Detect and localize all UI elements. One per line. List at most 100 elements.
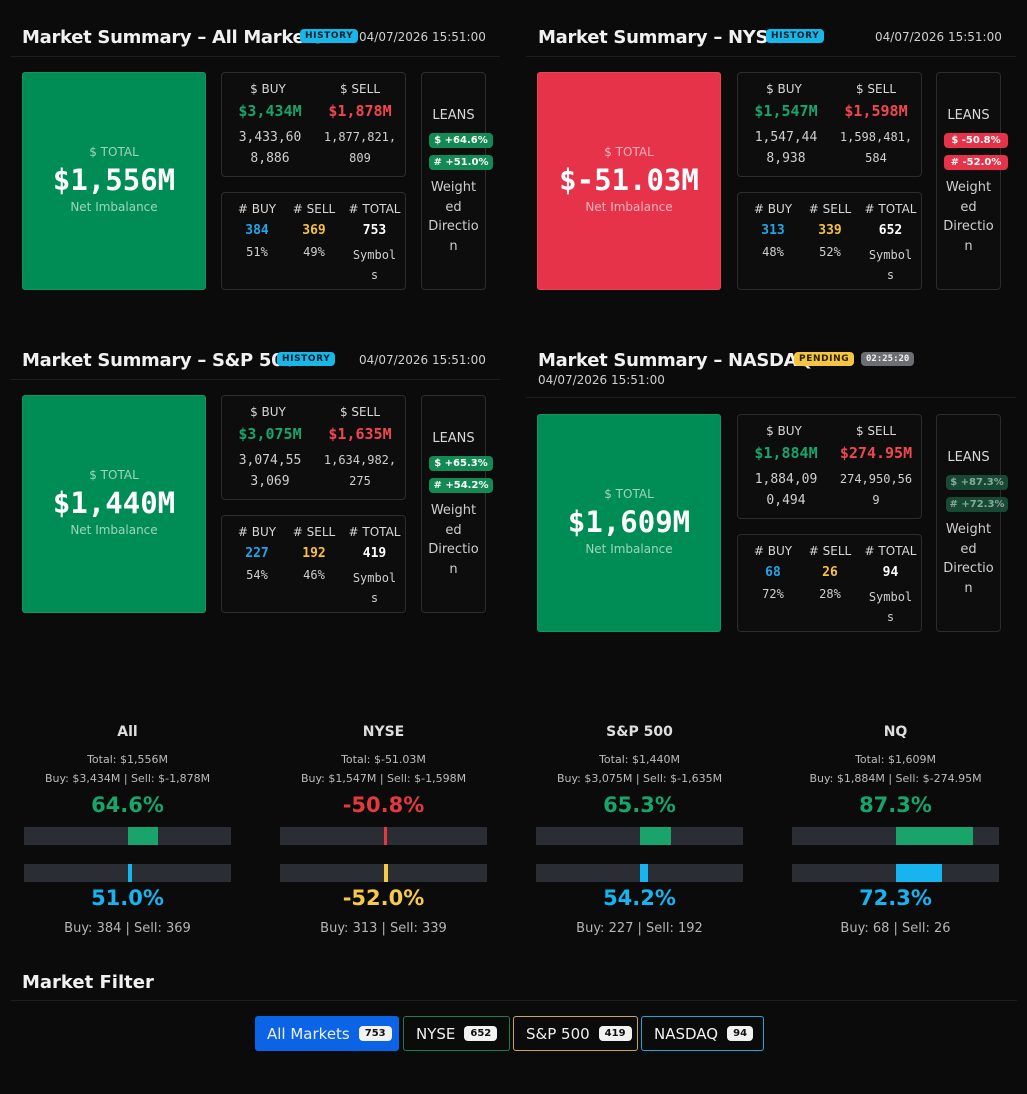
total-label: $ TOTAL xyxy=(89,468,139,482)
pending-badge: PENDING xyxy=(794,352,855,366)
dollar-sell-value: $1,598M xyxy=(844,102,908,120)
count-total-value: 753 xyxy=(362,223,387,238)
dollar-buy-value: $3,075M xyxy=(238,425,302,443)
count-lean-fill xyxy=(895,864,942,882)
history-badge[interactable]: HISTORY xyxy=(766,29,825,43)
filter-button-label: NASDAQ xyxy=(654,1024,719,1043)
dollar-lean-pct: -50.8% xyxy=(342,793,425,817)
panel-header: Market Summary – NYSE HISTORY 04/07/2026… xyxy=(526,17,1016,57)
count-lean-pct: 54.2% xyxy=(603,886,676,910)
count-sell-label: # SELL xyxy=(808,202,852,216)
summary-total: Total: $1,556M xyxy=(87,753,168,766)
net-total-card: $ TOTAL $-51.03M Net Imbalance xyxy=(537,72,721,290)
count-total-label: # TOTAL xyxy=(864,202,917,216)
net-total-card: $ TOTAL $1,556M Net Imbalance xyxy=(22,72,206,290)
count-lean-fill xyxy=(383,864,388,882)
count-sell-pct: 52% xyxy=(819,245,841,259)
history-badge[interactable]: HISTORY xyxy=(277,352,336,366)
weighted-direction-label: Weight ed Directio n xyxy=(943,180,994,254)
dollar-buy-full: 1,884,09 0,494 xyxy=(754,472,818,508)
weighted-direction-label: Weight ed Directio n xyxy=(943,522,994,596)
count-sell-value: 369 xyxy=(302,223,326,238)
count-buy-label: # BUY xyxy=(237,202,277,216)
filter-sp500-button[interactable]: S&P 500 419 xyxy=(513,1016,638,1051)
total-label: $ TOTAL xyxy=(604,145,654,159)
countdown-timer: 02:25:20 xyxy=(861,352,915,366)
dollar-sell-full: 274,950,56 9 xyxy=(839,472,913,507)
dollar-sell-label: $ SELL xyxy=(855,82,897,96)
count-sell-pct: 28% xyxy=(819,587,841,601)
count-buy-pct: 54% xyxy=(246,568,268,582)
count-card: # BUY # SELL # TOTAL 68 26 94 72% 28% Sy… xyxy=(737,534,922,632)
dollar-buy-full: 3,074,55 3,069 xyxy=(238,453,302,489)
total-value: $-51.03M xyxy=(559,163,699,197)
summary-buy-sell: Buy: $3,075M | Sell: $-1,635M xyxy=(556,772,723,785)
count-sell-label: # SELL xyxy=(292,525,336,539)
summary-title: S&P 500 xyxy=(606,724,673,740)
leans-card: LEANS $ +65.3% # +54.2% Weight ed Directio… xyxy=(421,395,493,613)
dollar-lean-fill xyxy=(127,827,158,845)
filter-nasdaq-button[interactable]: NASDAQ 94 xyxy=(641,1016,764,1051)
filter-button-label: NYSE xyxy=(416,1024,456,1043)
dollar-sell-label: $ SELL xyxy=(339,82,381,96)
dollar-buy-label: $ BUY xyxy=(766,82,802,96)
panel-all-markets: Market Summary – All Markets HISTORY 04/… xyxy=(10,17,500,292)
count-lean-pct: 72.3% xyxy=(859,886,932,910)
summary-total: Total: $1,609M xyxy=(855,753,936,766)
summary-buy-sell-counts: Buy: 227 | Sell: 192 xyxy=(576,921,703,936)
divider xyxy=(10,1000,1017,1001)
count-sell-value: 339 xyxy=(818,223,842,238)
dollar-lean-pct: 64.6% xyxy=(91,793,164,817)
total-value: $1,609M xyxy=(567,505,691,539)
panel-title: Market Summary – S&P 500 xyxy=(22,350,296,371)
net-imbalance-label: Net Imbalance xyxy=(70,200,158,214)
dollar-sell-value: $1,878M xyxy=(328,102,392,120)
count-total-value: 419 xyxy=(362,546,387,561)
filter-nyse-button[interactable]: NYSE 652 xyxy=(403,1016,510,1051)
dollar-sell-full: 1,634,982, 275 xyxy=(323,453,397,488)
summary-buy-sell: Buy: $1,547M | Sell: $-1,598M xyxy=(300,772,467,785)
summary-buy-sell: Buy: $1,884M | Sell: $-274.95M xyxy=(809,772,982,785)
filter-all-markets-button[interactable]: All Markets 753 xyxy=(255,1016,399,1051)
count-sell-label: # SELL xyxy=(292,202,336,216)
market-filter-title: Market Filter xyxy=(22,972,154,993)
count-lean-bar xyxy=(536,864,743,882)
count-lean-pill: # +54.2% xyxy=(429,478,493,493)
dollar-sell-label: $ SELL xyxy=(339,405,381,419)
dollar-buy-label: $ BUY xyxy=(250,405,286,419)
total-value: $1,556M xyxy=(52,163,176,197)
filter-count-badge: 753 xyxy=(358,1026,392,1041)
panel-title: Market Summary – All Markets xyxy=(22,27,324,48)
total-label: $ TOTAL xyxy=(604,487,654,501)
summary-title: NQ xyxy=(883,724,908,740)
count-buy-pct: 48% xyxy=(762,245,784,259)
count-lean-pill: # +51.0% xyxy=(429,155,493,170)
count-sell-label: # SELL xyxy=(808,544,852,558)
dollar-lean-pill: $ +87.3% xyxy=(946,475,1008,490)
count-lean-fill xyxy=(127,864,132,882)
dollar-lean-pct: 87.3% xyxy=(859,793,932,817)
history-badge[interactable]: HISTORY xyxy=(300,29,359,43)
summary-buy-sell-counts: Buy: 384 | Sell: 369 xyxy=(64,921,191,936)
leans-label: LEANS xyxy=(432,108,475,123)
count-buy-value: 227 xyxy=(245,546,269,561)
count-lean-bar xyxy=(792,864,999,882)
weighted-direction-label: Weight ed Directio n xyxy=(428,180,479,254)
count-lean-pct: 51.0% xyxy=(91,886,164,910)
dollar-buy-sell-card: $ BUY $ SELL $3,075M $1,635M 3,074,55 3,0… xyxy=(221,395,406,500)
dollar-lean-pct: 65.3% xyxy=(603,793,676,817)
panel-title: Market Summary – NASDAQ xyxy=(538,350,813,371)
dollar-sell-value: $274.95M xyxy=(839,444,913,462)
panel-timestamp: 04/07/2026 15:51:00 xyxy=(359,30,486,44)
count-buy-label: # BUY xyxy=(237,525,277,539)
weighted-direction-label: Weight ed Directio n xyxy=(428,503,479,577)
dollar-sell-full: 1,877,821, 809 xyxy=(323,130,397,165)
count-total-label: # TOTAL xyxy=(348,525,401,539)
count-buy-pct: 72% xyxy=(762,587,784,601)
net-imbalance-label: Net Imbalance xyxy=(70,523,158,537)
count-buy-label: # BUY xyxy=(753,202,793,216)
summary-total: Total: $-51.03M xyxy=(341,753,426,766)
dollar-lean-pill: $ -50.8% xyxy=(944,133,1008,148)
count-lean-fill xyxy=(639,864,649,882)
filter-count-badge: 94 xyxy=(727,1026,754,1041)
